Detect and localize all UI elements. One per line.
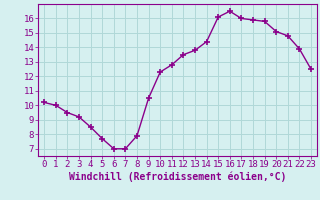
X-axis label: Windchill (Refroidissement éolien,°C): Windchill (Refroidissement éolien,°C) xyxy=(69,172,286,182)
